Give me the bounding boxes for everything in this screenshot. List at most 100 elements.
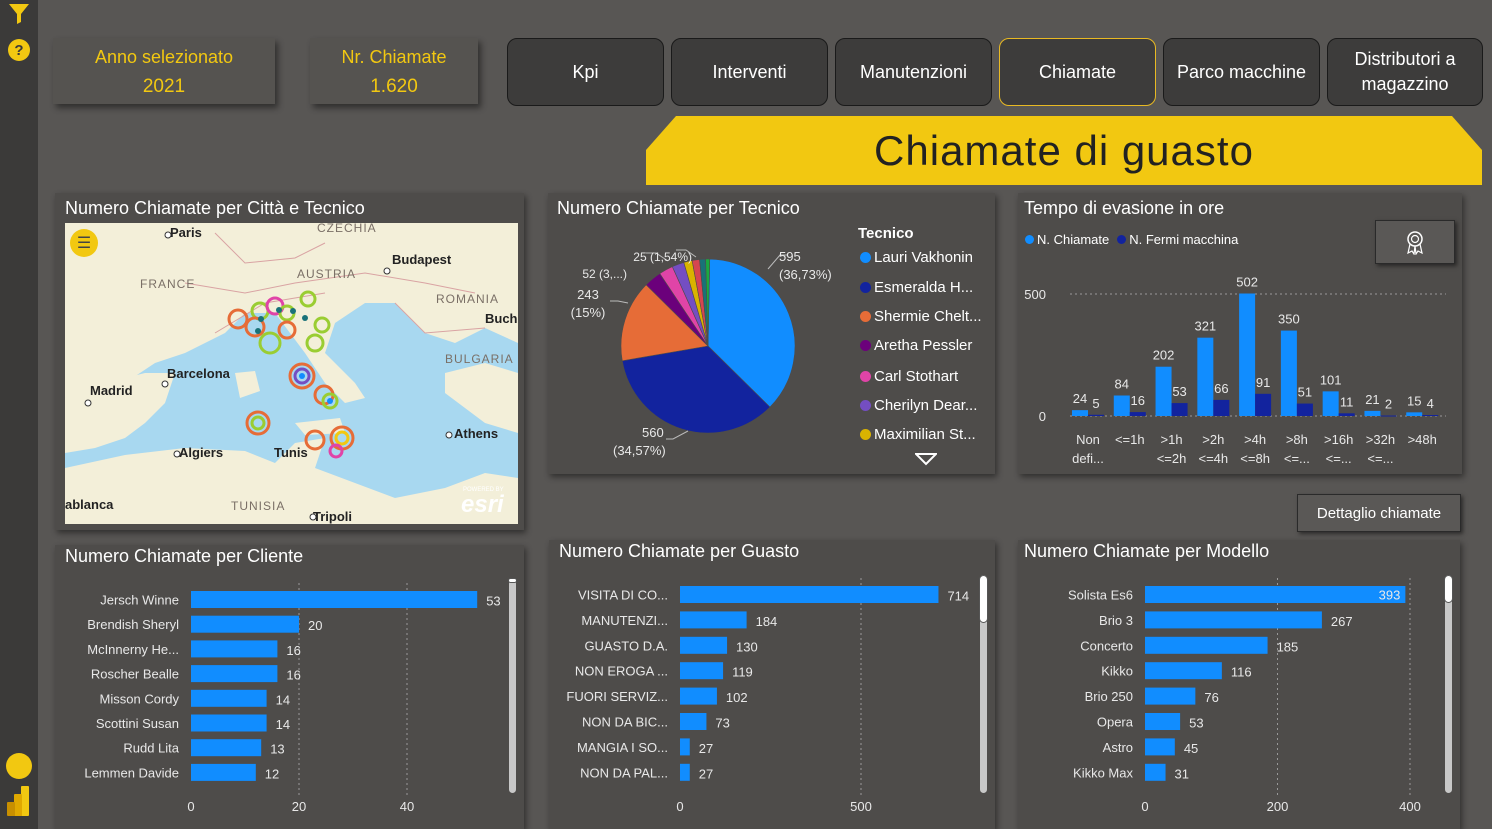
map-markers — [84, 231, 453, 521]
legend-label: Lauri Vakhonin — [874, 249, 973, 266]
nav-interventi-button[interactable]: Interventi — [671, 38, 828, 106]
nav-chiamate-button[interactable]: Chiamate — [999, 38, 1156, 106]
legend-dot — [860, 340, 871, 351]
data-label: 31 — [1175, 766, 1189, 781]
bar — [1338, 413, 1355, 416]
pie-leader-line — [666, 430, 689, 440]
pie-legend-title: Tecnico — [858, 225, 914, 242]
map-view[interactable]: Paris CZECHIA Budapest FRANCE AUSTRIA RO… — [65, 223, 518, 524]
modello-title: Numero Chiamate per Modello — [1024, 541, 1270, 561]
nav-kpi-button[interactable]: Kpi — [507, 38, 664, 106]
bar — [1145, 713, 1181, 730]
legend-scroll-down-icon[interactable] — [913, 453, 939, 471]
filter-icon[interactable] — [7, 2, 31, 31]
data-label: 102 — [726, 690, 748, 705]
category-label: Lemmen Davide — [84, 765, 179, 780]
nav-manutenzioni-button[interactable]: Manutenzioni — [835, 38, 992, 106]
legend-item[interactable]: Shermie Chelt... — [860, 308, 982, 325]
modello-scrollbar[interactable] — [1445, 575, 1452, 793]
legend-item[interactable]: Maximilian St... — [860, 426, 976, 443]
pie-chart[interactable] — [548, 193, 995, 474]
map-label-austria: AUSTRIA — [297, 267, 357, 281]
data-label: 185 — [1277, 639, 1299, 654]
data-label: 116 — [1231, 665, 1252, 680]
bar — [191, 665, 278, 683]
data-label: 12 — [265, 766, 279, 781]
status-circle-icon[interactable] — [5, 752, 33, 785]
map-label-barcelona: Barcelona — [167, 366, 230, 381]
legend-item[interactable]: Lauri Vakhonin — [860, 249, 973, 266]
map-menu-icon[interactable]: ☰ — [70, 229, 98, 257]
cliente-bar-chart[interactable]: 0 20 40 Jersch Winne 53 Brendish Sheryl 20 McIn… — [55, 580, 524, 820]
cliente-title: Numero Chiamate per Cliente — [65, 546, 304, 566]
bar — [680, 763, 690, 781]
pie-label-595: 595 — [779, 249, 801, 264]
legend-label: Maximilian St... — [874, 426, 976, 443]
legend-item[interactable]: Aretha Pessler — [860, 337, 972, 354]
map-label-tunis: Tunis — [274, 445, 308, 460]
category-label: Scottini Susan — [96, 716, 179, 731]
legend-item[interactable]: Carl Stothart — [860, 368, 958, 385]
legend-label: N. Chiamate — [1037, 232, 1110, 247]
legend-dot — [860, 252, 871, 263]
cliente-scrollbar[interactable] — [509, 580, 516, 793]
legend-dot — [860, 400, 871, 411]
pie-label-52: 52 (3,...) — [582, 267, 627, 281]
bar — [680, 586, 939, 603]
guasto-scroll-thumb[interactable] — [979, 575, 988, 623]
legend-item[interactable]: Esmeralda H... — [860, 279, 973, 296]
nav-parco-button[interactable]: Parco macchine — [1163, 38, 1320, 106]
kpi-calls-card: Nr. Chiamate 1.620 — [310, 38, 478, 104]
kpi-year-label: Anno selezionato — [94, 47, 234, 67]
x-tick-label: 400 — [1399, 799, 1421, 814]
legend-dot — [860, 282, 871, 293]
badge-button[interactable] — [1375, 220, 1455, 264]
x-tick-label: 0 — [187, 799, 194, 814]
help-icon[interactable]: ? — [7, 38, 31, 67]
category-label: NON EROGA ... — [575, 664, 668, 679]
y-tick-label: 0 — [1039, 409, 1046, 424]
x-tick-label: <=... — [1367, 451, 1393, 466]
kpi-calls-value: 1.620 — [370, 76, 418, 97]
legend-item[interactable]: Cherilyn Dear... — [860, 397, 977, 414]
svg-text:?: ? — [14, 42, 23, 59]
data-label: 27 — [699, 741, 713, 756]
data-label: 53 — [1172, 384, 1186, 399]
bar — [1406, 412, 1423, 416]
x-tick-label: <=... — [1326, 451, 1352, 466]
data-label: 11 — [1340, 394, 1354, 409]
data-label: 2 — [1385, 397, 1392, 412]
category-label: Jersch Winne — [100, 593, 179, 608]
bar — [1145, 662, 1222, 680]
legend-dot — [1025, 235, 1034, 244]
data-label: 119 — [732, 665, 753, 680]
legend-label: Cherilyn Dear... — [874, 397, 978, 414]
category-label: Rudd Lita — [123, 741, 179, 756]
bar — [680, 738, 690, 756]
pie-label-243-pct: (15%) — [570, 305, 606, 320]
bar — [680, 636, 728, 654]
bar — [1145, 763, 1166, 781]
guasto-bar-chart[interactable]: 0 500 VISITA DI CO... 714 MANUTENZI... 184 GUA… — [549, 575, 995, 815]
bar — [1380, 415, 1397, 417]
category-label: VISITA DI CO... — [578, 588, 668, 603]
nav-distributori-button[interactable]: Distributori a magazzino — [1327, 38, 1483, 106]
map-label-budapest: Budapest — [392, 252, 452, 267]
modello-bar-chart[interactable]: 0 200 400 Solista Es6 393 Brio 3 267 Concerto 18… — [1018, 575, 1460, 815]
category-label: Kikko Max — [1073, 765, 1133, 780]
data-label: 321 — [1194, 319, 1216, 334]
guasto-scrollbar[interactable] — [980, 575, 987, 793]
x-tick-label: 0 — [676, 799, 683, 814]
data-label: 16 — [286, 668, 300, 683]
dettaglio-chiamate-button[interactable]: Dettaglio chiamate — [1297, 494, 1461, 532]
bar — [191, 591, 478, 608]
left-sidebar: ? — [0, 0, 38, 829]
modello-scroll-thumb[interactable] — [1444, 575, 1453, 603]
bar — [1145, 738, 1175, 756]
map-label-bulgaria: BULGARIA — [445, 352, 514, 366]
data-label: 4 — [1427, 396, 1434, 411]
pie-slice — [705, 258, 711, 347]
x-tick-label: >8h — [1286, 432, 1308, 447]
cliente-scroll-thumb[interactable] — [508, 578, 517, 583]
